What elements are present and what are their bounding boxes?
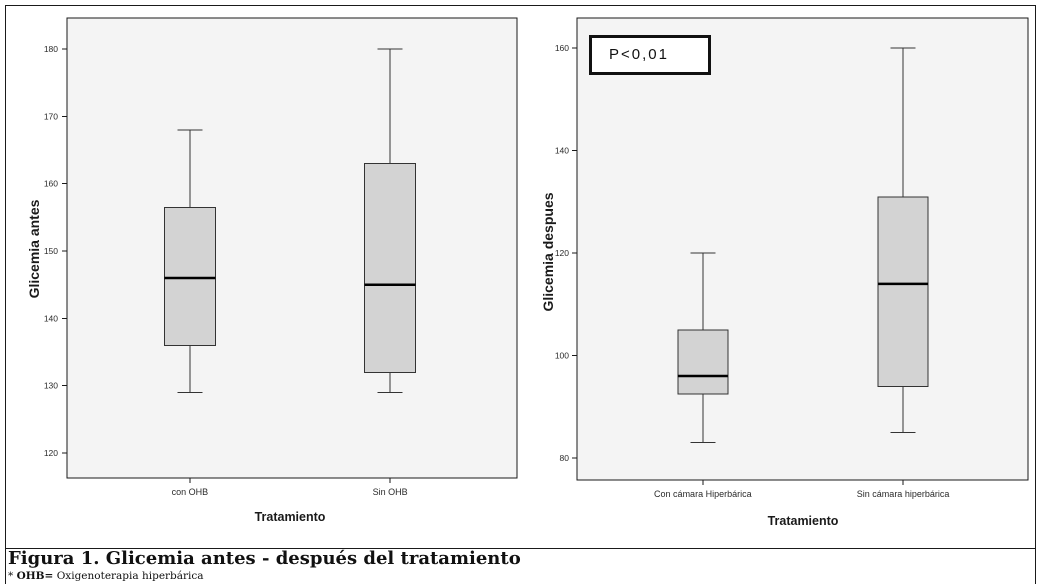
y-tick-label: 130 [44, 381, 58, 391]
x-tick-label: con OHB [172, 487, 209, 497]
y-tick-label: 160 [44, 179, 58, 189]
x-tick-label: Sin cámara hiperbárica [857, 489, 950, 499]
y-axis-label: Glicemia antes [26, 199, 42, 298]
y-tick-label: 180 [44, 44, 58, 54]
y-tick-label: 120 [44, 448, 58, 458]
figure-frame-divider [5, 548, 1036, 549]
y-tick-label: 150 [44, 246, 58, 256]
footnote-marker: * [8, 570, 14, 582]
plot-area [66, 17, 518, 479]
box-plot-item [677, 252, 729, 444]
x-tick-label: Con cámara Hiperbárica [654, 489, 752, 499]
interquartile-box [677, 329, 729, 395]
footnote-definition: Oxigenoterapia hiperbárica [56, 570, 204, 582]
y-tick-label: 140 [555, 146, 569, 156]
box-plot-item [364, 48, 417, 393]
figure-caption-title: Figura 1. Glicemia antes - después del t… [8, 548, 521, 569]
figure-footnote: * OHB= Oxigenoterapia hiperbárica [8, 569, 204, 583]
interquartile-box [163, 206, 216, 346]
y-tick-label: 140 [44, 313, 58, 323]
figure-frame [5, 5, 1036, 584]
y-tick-label: 120 [555, 248, 569, 258]
x-axis-label: Tratamiento [768, 514, 839, 528]
box-plot-item [877, 47, 929, 433]
x-axis-label: Tratamiento [255, 510, 326, 524]
y-tick-label: 100 [555, 351, 569, 361]
box-plot-glicemia-antes: 120 130 140 150 160 170 180 con OHB Sin OHB Glice… [26, 17, 518, 524]
y-tick-label: 80 [560, 453, 570, 463]
y-tick-label: 160 [555, 43, 569, 53]
interquartile-box [364, 162, 417, 373]
p-value-annotation-box: P<0,01 [589, 35, 711, 75]
p-value-text: P<0,01 [609, 46, 669, 63]
box-plot-glicemia-despues: 80 100 120 140 160 Con cámara Hiperbárica Sin … [540, 17, 1029, 528]
y-tick-label: 170 [44, 111, 58, 121]
y-axis-label: Glicemia despues [540, 192, 556, 311]
plot-area [576, 17, 1029, 481]
box-plot-item [163, 129, 216, 393]
x-tick-label: Sin OHB [373, 487, 408, 497]
footnote-abbreviation: OHB= [16, 570, 54, 582]
interquartile-box [877, 196, 929, 387]
